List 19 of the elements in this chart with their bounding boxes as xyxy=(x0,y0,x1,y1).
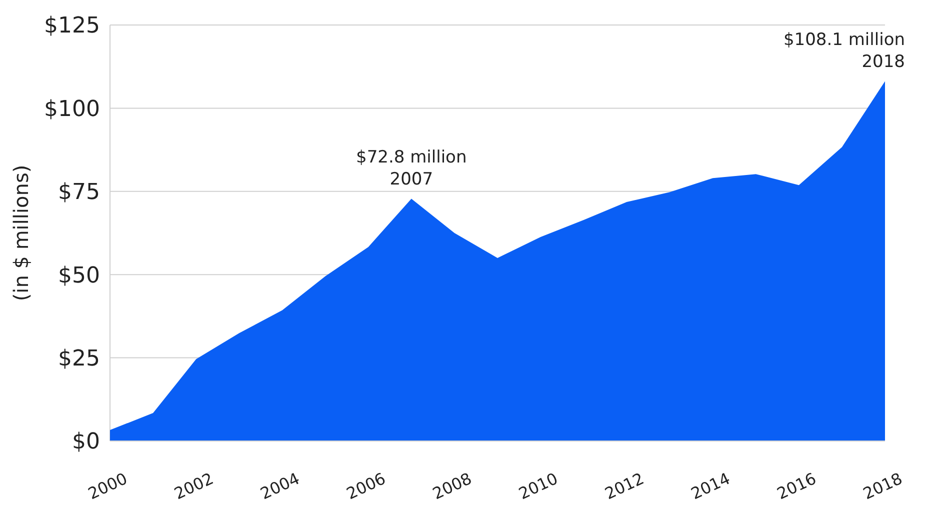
y-tick-label: $125 xyxy=(44,14,100,39)
x-tick-label: 2006 xyxy=(344,468,388,504)
x-tick-label: 2008 xyxy=(430,468,475,504)
y-tick-label: $25 xyxy=(58,346,100,372)
y-tick-label: $50 xyxy=(58,263,100,288)
x-tick-label: 2000 xyxy=(85,468,130,504)
x-tick-label: 2014 xyxy=(688,468,733,504)
x-tick-label: 2010 xyxy=(516,468,561,504)
annotation: $108.1 million 2018 xyxy=(783,30,905,72)
x-tick-label: 2004 xyxy=(257,468,302,504)
annotation: $72.8 million 2007 xyxy=(356,148,467,190)
y-tick-label: $0 xyxy=(72,430,100,455)
x-tick-label: 2002 xyxy=(171,468,216,504)
x-tick-label: 2012 xyxy=(602,468,647,504)
y-tick-label: $75 xyxy=(58,180,100,206)
y-tick-label: $100 xyxy=(44,96,100,122)
y-axis-title: (in $ millions) xyxy=(9,164,33,302)
x-tick-label: 2018 xyxy=(860,468,906,504)
x-tick-label: 2016 xyxy=(774,468,820,504)
